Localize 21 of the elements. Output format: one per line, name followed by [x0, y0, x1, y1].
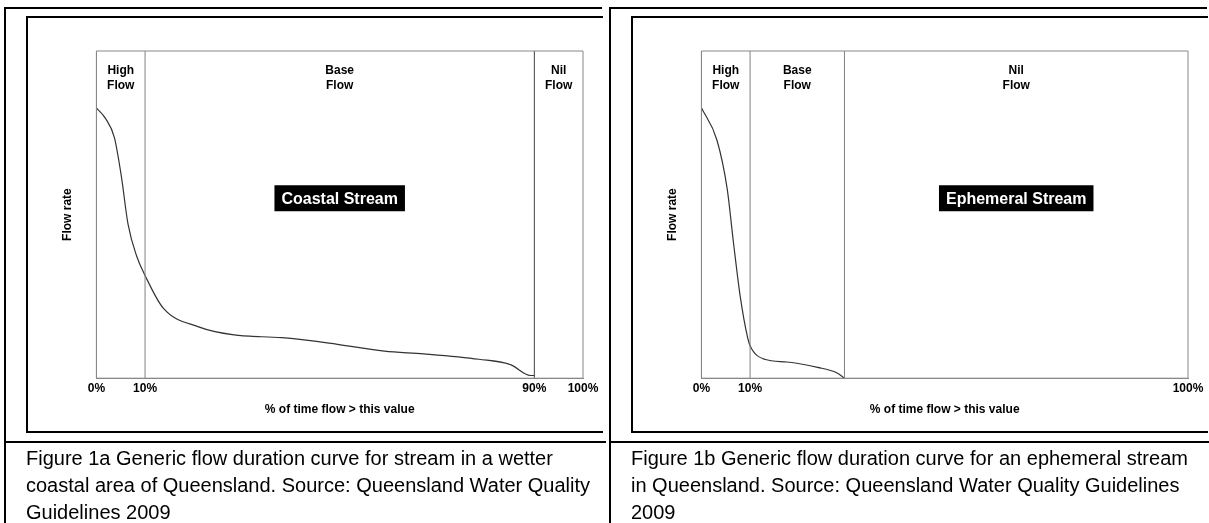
text: Base Flow	[325, 63, 355, 93]
caption: Figure 1a Generic flow duration curve for stream in a wetter coastal area of Queensland. Source: Queensland Water Quality Guidelines 2009	[26, 446, 591, 523]
x-tick-label: 0%	[692, 380, 711, 395]
x-tick-label: 90%	[522, 380, 547, 395]
x-tick-label: 100%	[1172, 380, 1204, 395]
x-tick-label: 10%	[738, 380, 763, 395]
text: Nil Flow	[1002, 63, 1031, 93]
x-tick-label: 100%	[567, 380, 599, 395]
text: Base Flow	[782, 63, 812, 93]
text: Ephemeral Stream	[945, 189, 1087, 207]
caption: Figure 1b Generic flow duration curve for an ephemeral stream in Queensland. Source: Queensland Water Quality Guidelines 2009	[631, 446, 1189, 523]
y-axis-title: Flow rate	[664, 187, 679, 241]
x-tick-label: 0%	[87, 380, 106, 395]
text: High Flow	[712, 63, 741, 93]
x-tick-label: 10%	[133, 380, 158, 395]
text: Coastal Stream	[281, 189, 398, 207]
text: Nil Flow	[545, 63, 573, 93]
x-axis-title: % of time flow > this value	[264, 402, 415, 417]
x-axis-title: % of time flow > this value	[869, 402, 1020, 417]
text: High Flow	[107, 63, 136, 93]
y-axis-title: Flow rate	[59, 187, 74, 241]
